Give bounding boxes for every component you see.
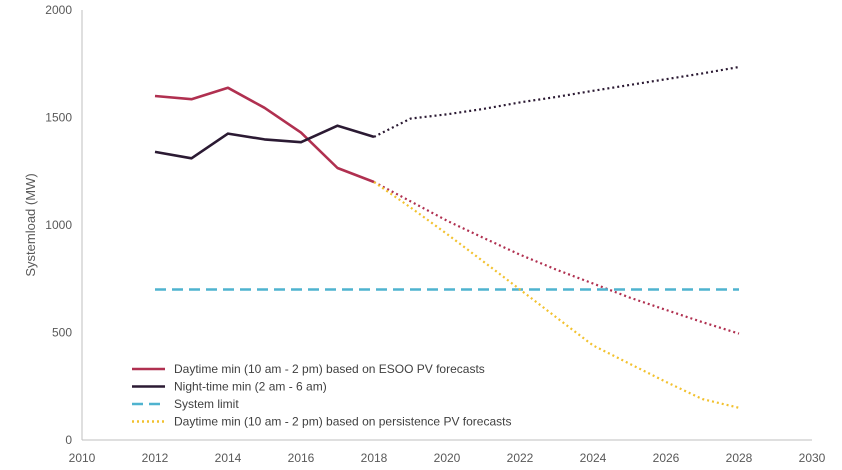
- series-lines: [154, 65, 740, 409]
- x-tick-label: 2030: [799, 451, 826, 465]
- x-tick-label: 2012: [142, 451, 169, 465]
- series-line-1: [373, 181, 740, 335]
- legend-label: Daytime min (10 am - 2 pm) based on ESOO…: [174, 362, 485, 376]
- series-line-0: [154, 86, 375, 184]
- y-tick-labels: 0 500 1000 1500 2000: [45, 3, 72, 447]
- x-tick-label: 2024: [580, 451, 607, 465]
- legend-label: Night-time min (2 am - 6 am): [174, 380, 327, 394]
- legend-label: Daytime min (10 am - 2 pm) based on pers…: [174, 415, 511, 429]
- y-tick-label: 1000: [45, 218, 72, 232]
- series-line-2: [154, 124, 375, 160]
- y-tick-label: 0: [65, 433, 72, 447]
- y-tick-label: 500: [52, 326, 72, 340]
- x-tick-label: 2018: [361, 451, 388, 465]
- x-tick-label: 2010: [69, 451, 96, 465]
- series-line-3: [373, 65, 740, 138]
- y-tick-label: 1500: [45, 111, 72, 125]
- x-tick-label: 2028: [726, 451, 753, 465]
- y-axis-label: Systemload (MW): [23, 173, 38, 276]
- legend: Daytime min (10 am - 2 pm) based on ESOO…: [132, 362, 511, 429]
- legend-label: System limit: [174, 397, 239, 411]
- x-tick-label: 2014: [215, 451, 242, 465]
- y-tick-label: 2000: [45, 3, 72, 17]
- x-tick-label: 2020: [434, 451, 461, 465]
- x-tick-label: 2016: [288, 451, 315, 465]
- x-tick-label: 2026: [653, 451, 680, 465]
- x-tick-labels: 2010 2012 2014 2016 2018 2020 2022 2024 2026 2028…: [69, 451, 826, 465]
- x-tick-label: 2022: [507, 451, 534, 465]
